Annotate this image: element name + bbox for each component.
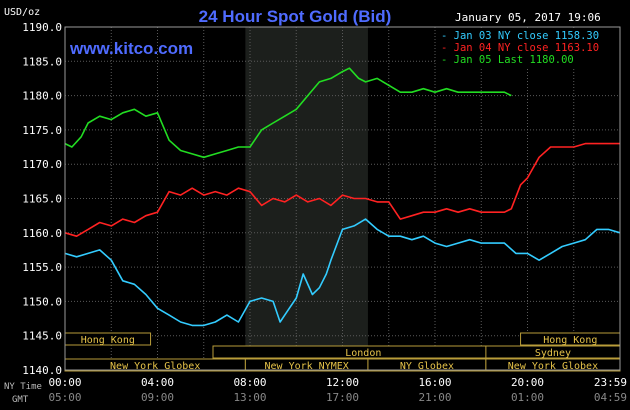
session-label: Sydney	[535, 348, 571, 359]
x-tick-label-gmt: 17:00	[326, 391, 359, 404]
y-axis-label: USD/oz	[4, 7, 40, 18]
legend-box	[437, 28, 619, 68]
x-tick-label-ny: 04:00	[141, 376, 174, 389]
session-label: New York Globex	[110, 361, 200, 372]
y-tick-label: 1165.0	[22, 193, 62, 206]
x-tick-labels: NY Time GMT 00:00 05:00 04:00 09:00 08:00 13:00…	[4, 376, 627, 405]
x-tick-label-gmt: 05:00	[48, 391, 81, 404]
session-label: NY Globex	[400, 361, 454, 372]
session-bars: Hong Kong London New York Globex New York N…	[64, 332, 621, 372]
legend-entry: - Jan 05 Last 1180.00	[441, 54, 574, 66]
y-tick-labels: 1190.0 1185.0 1180.0 1175.0 1170.0 1165.0 1160…	[22, 21, 62, 377]
x-tick-label-ny: 20:00	[511, 376, 544, 389]
plot-area: Hong Kong London New York Globex New York N…	[64, 26, 621, 372]
x-tick-label-gmt: 13:00	[233, 391, 266, 404]
session-label: Hong Kong	[543, 335, 597, 346]
y-tick-label: 1190.0	[22, 21, 62, 34]
x-tick-label-ny: 00:00	[48, 376, 81, 389]
chart-timestamp: January 05, 2017 19:06	[455, 11, 601, 24]
session-label: New York Globex	[508, 361, 598, 372]
x-tick-label-gmt: 21:00	[418, 391, 451, 404]
session-label: New York NYMEX	[265, 361, 349, 372]
series-line-2	[64, 142, 620, 237]
x-tick-label-ny: 12:00	[326, 376, 359, 389]
y-tick-label: 1170.0	[22, 158, 62, 171]
legend: - Jan 03 NY close 1158.30- Jan 04 NY clo…	[437, 28, 619, 68]
plot-border	[64, 26, 621, 371]
x-tick-label-ny: 16:00	[418, 376, 451, 389]
kitco-watermark: www.kitco.com	[69, 39, 193, 58]
y-tick-label: 1155.0	[22, 261, 62, 274]
y-tick-label: 1180.0	[22, 90, 62, 103]
y-tick-label: 1140.0	[22, 364, 62, 377]
series-line-3	[64, 67, 512, 159]
x-tick-label-ny: 23:59	[594, 376, 627, 389]
x-tick-label-gmt: 01:00	[511, 391, 544, 404]
y-tick-label: 1175.0	[22, 124, 62, 137]
session-label: Hong Kong	[81, 335, 135, 346]
x-tick-label-gmt: 04:59	[594, 391, 627, 404]
legend-entry: - Jan 03 NY close 1158.30	[441, 30, 599, 42]
y-tick-label: 1160.0	[22, 227, 62, 240]
series-line-1	[64, 218, 621, 327]
x-tick-label-gmt: 09:00	[141, 391, 174, 404]
legend-entry: - Jan 04 NY close 1163.10	[441, 42, 599, 54]
chart-title: 24 Hour Spot Gold (Bid)	[199, 7, 392, 26]
y-tick-label: 1185.0	[22, 55, 62, 68]
x-row-label: NY Time	[4, 382, 42, 392]
x-row-label: GMT	[12, 395, 29, 405]
session-label: London	[345, 348, 381, 359]
x-tick-label-ny: 08:00	[233, 376, 266, 389]
y-tick-label: 1145.0	[22, 330, 62, 343]
y-tick-label: 1150.0	[22, 295, 62, 308]
